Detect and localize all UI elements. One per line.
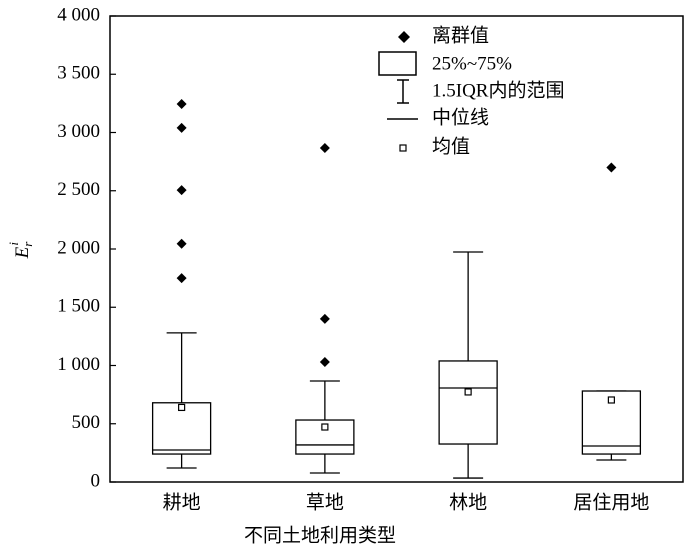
outlier — [319, 357, 330, 368]
y-label-sup: i — [6, 242, 21, 246]
box — [438, 360, 498, 445]
y-tick-label: 0 — [91, 470, 101, 491]
x-axis-title: 不同土地利用类型 — [244, 524, 396, 546]
outlier — [606, 162, 617, 173]
legend-outlier-symbol — [398, 31, 410, 43]
x-tick-label: 林地 — [449, 491, 487, 513]
outlier — [176, 122, 187, 133]
outlier — [176, 238, 187, 249]
legend-label: 25%~75% — [432, 53, 512, 74]
y-tick-label: 2 500 — [57, 179, 100, 200]
y-tick-label: 3 500 — [57, 63, 100, 84]
y-tick-label: 4 000 — [57, 4, 100, 25]
outlier — [176, 273, 187, 284]
y-label-base: E — [12, 246, 33, 259]
legend-label: 中位线 — [432, 106, 489, 128]
mean-marker — [464, 388, 472, 396]
x-tick-label: 居住用地 — [573, 491, 649, 513]
outlier — [176, 185, 187, 196]
y-axis-title: Eri — [6, 241, 35, 260]
y-label-sub: r — [20, 241, 35, 247]
mean-marker — [178, 403, 186, 412]
legend-label: 均值 — [432, 135, 470, 157]
y-tick-label: 1 000 — [57, 354, 100, 375]
y-tick-label: 500 — [72, 412, 101, 433]
legend-label: 离群值 — [432, 24, 489, 46]
legend-whisker-symbol — [397, 79, 409, 104]
legend-mean-symbol — [399, 144, 407, 152]
legend-label: 1.5IQR内的范围 — [432, 79, 564, 101]
x-tick-label: 草地 — [306, 491, 344, 513]
outlier — [319, 313, 330, 324]
outlier — [319, 142, 330, 153]
x-tick-label: 耕地 — [163, 491, 201, 513]
legend: 离群值 25%~75% 1.5IQR内的范围 中位线 均值 — [378, 24, 564, 157]
y-tick-label: 1 500 — [57, 296, 100, 317]
y-tick-label: 2 000 — [57, 237, 100, 258]
box — [295, 419, 355, 455]
outlier — [176, 98, 187, 109]
mean-marker — [607, 396, 615, 404]
box — [151, 402, 212, 455]
legend-box-symbol — [378, 51, 417, 76]
y-tick-label: 3 000 — [57, 121, 100, 142]
mean-marker — [321, 423, 329, 431]
